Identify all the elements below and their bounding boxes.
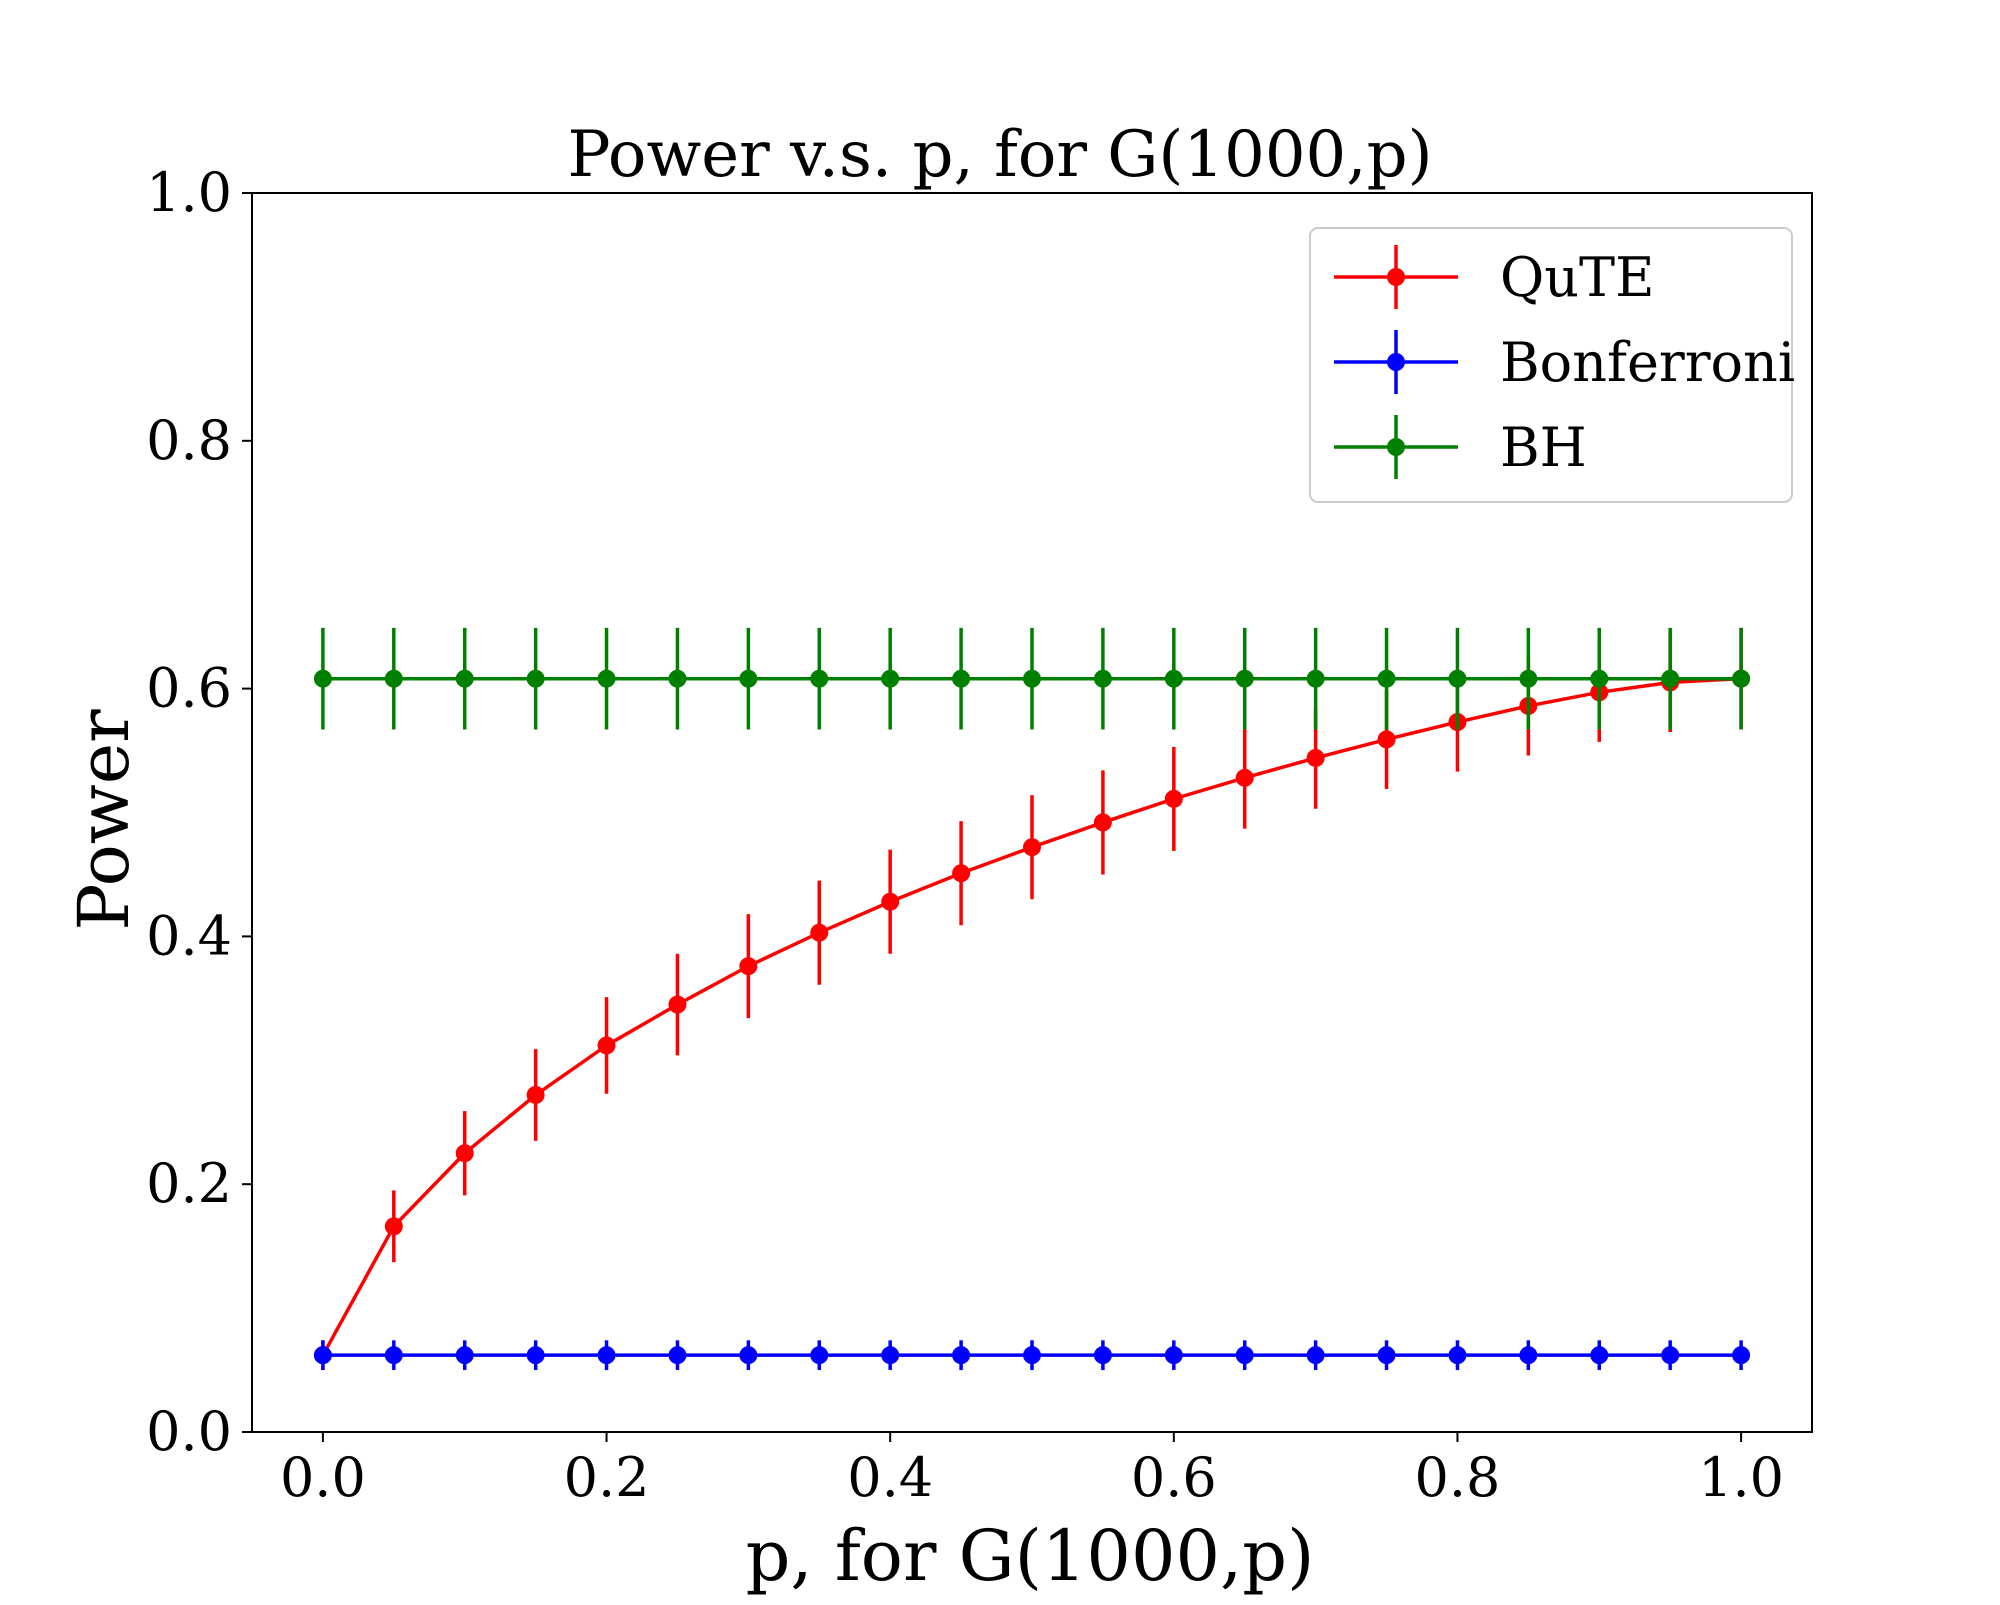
data-point-qute <box>526 1085 545 1104</box>
data-point-bonferroni <box>739 1346 758 1365</box>
data-point-bh <box>597 669 616 688</box>
data-point-qute <box>952 864 971 883</box>
x-tick-label: 0.2 <box>564 1446 650 1509</box>
data-point-bh <box>881 669 900 688</box>
data-point-qute <box>1377 730 1396 749</box>
data-point-bonferroni <box>313 1346 332 1365</box>
data-point-qute <box>597 1036 616 1055</box>
data-point-bonferroni <box>881 1346 900 1365</box>
data-point-bh <box>1519 669 1538 688</box>
data-point-bh <box>384 669 403 688</box>
data-point-bonferroni <box>384 1346 403 1365</box>
data-point-bonferroni <box>1023 1346 1041 1365</box>
data-point-bonferroni <box>597 1346 616 1365</box>
data-point-bh <box>1093 669 1112 688</box>
data-point-bonferroni <box>526 1346 545 1365</box>
data-point-bonferroni <box>455 1346 474 1365</box>
data-point-bonferroni <box>952 1346 971 1365</box>
data-point-bh <box>810 669 829 688</box>
data-point-bonferroni <box>1377 1346 1396 1365</box>
x-axis-label: p, for G(1000,p) <box>746 1515 1315 1597</box>
legend-box <box>1309 227 1793 503</box>
legend-marker-bonferroni <box>1387 353 1405 371</box>
data-point-bonferroni <box>1732 1346 1751 1365</box>
data-point-bonferroni <box>1661 1346 1680 1365</box>
legend-label-bonferroni: Bonferroni <box>1500 331 1795 394</box>
data-point-qute <box>881 892 900 911</box>
data-point-bonferroni <box>810 1346 829 1365</box>
data-point-qute <box>1235 768 1254 787</box>
y-tick-label: 1.0 <box>146 161 232 224</box>
y-axis-label: Power <box>63 709 145 931</box>
legend-marker-qute <box>1387 268 1405 286</box>
data-point-qute <box>384 1217 403 1236</box>
data-point-bonferroni <box>1590 1346 1609 1365</box>
data-point-bonferroni <box>1448 1346 1467 1365</box>
y-tick-label: 0.6 <box>146 657 232 720</box>
data-point-bh <box>668 669 687 688</box>
plot-axes: 0.0 0.2 0.4 0.6 0.8 1.0 0.0 0.2 0.4 0.6 0.8 1.0 <box>146 161 1813 1509</box>
data-point-bonferroni <box>1093 1346 1112 1365</box>
data-point-bh <box>739 669 758 688</box>
data-point-bh <box>313 669 332 688</box>
data-point-bh <box>1590 669 1609 688</box>
data-point-bh <box>1164 669 1183 688</box>
y-tick-label: 0.2 <box>146 1152 232 1215</box>
legend-label-bh: BH <box>1500 416 1587 479</box>
data-point-bh <box>1377 669 1396 688</box>
x-tick-label: 0.8 <box>1415 1446 1501 1509</box>
data-point-qute <box>1164 789 1183 808</box>
chart-title: Power v.s. p, for G(1000,p) <box>567 118 1432 192</box>
y-tick-label: 0.0 <box>146 1400 232 1463</box>
data-point-bh <box>1306 669 1325 688</box>
data-point-bh <box>526 669 545 688</box>
data-point-bh <box>1448 669 1467 688</box>
legend: QuTE Bonferroni BH <box>1309 227 1795 503</box>
series-line-qute <box>321 676 1742 1357</box>
data-point-bonferroni <box>1164 1346 1183 1365</box>
data-point-qute <box>668 995 687 1014</box>
data-point-bonferroni <box>1235 1346 1254 1365</box>
data-point-bh <box>1661 669 1680 688</box>
x-tick-label: 1.0 <box>1698 1446 1784 1509</box>
data-point-bonferroni <box>668 1346 687 1365</box>
plot-series <box>313 627 1751 1371</box>
data-point-bonferroni <box>1306 1346 1325 1365</box>
data-point-bonferroni <box>1519 1346 1538 1365</box>
y-tick-label: 0.4 <box>146 904 232 967</box>
data-point-qute <box>1023 838 1041 857</box>
data-point-qute <box>739 957 758 976</box>
y-tick-label: 0.8 <box>146 409 232 472</box>
x-tick-label: 0.6 <box>1131 1446 1217 1509</box>
data-point-qute <box>455 1144 474 1163</box>
legend-marker-bh <box>1387 438 1405 456</box>
data-point-bh <box>952 669 971 688</box>
data-point-bh <box>1023 669 1041 688</box>
data-point-bh <box>1732 669 1751 688</box>
data-point-qute <box>810 923 829 942</box>
x-tick-label: 0.4 <box>847 1446 933 1509</box>
data-point-bh <box>1235 669 1254 688</box>
plot-frame <box>251 192 1813 1433</box>
x-tick-label: 0.0 <box>280 1446 366 1509</box>
data-point-bh <box>455 669 474 688</box>
data-point-qute <box>1306 748 1325 767</box>
data-point-qute <box>1093 813 1112 832</box>
legend-label-qute: QuTE <box>1500 246 1655 309</box>
